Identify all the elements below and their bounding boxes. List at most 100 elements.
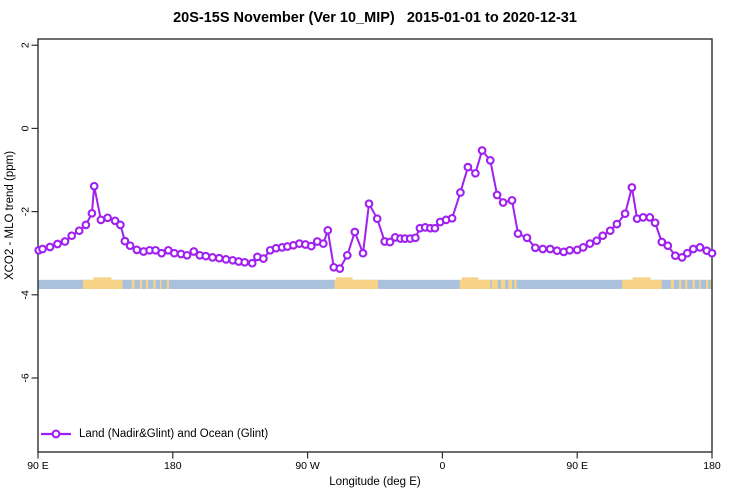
data-point — [110, 216, 120, 226]
data-point — [605, 226, 615, 236]
data-point — [507, 196, 517, 205]
data-point — [335, 264, 345, 273]
land-patch — [139, 279, 143, 289]
land-patch — [685, 279, 688, 289]
data-point — [498, 198, 508, 207]
land-patch — [153, 279, 156, 289]
data-point — [650, 218, 660, 228]
y-tick-label: -2 — [20, 207, 32, 216]
data-point — [74, 226, 84, 236]
y-tick-label: 0 — [20, 125, 32, 131]
data-point — [318, 239, 328, 248]
data-point — [372, 214, 382, 224]
data-point — [89, 181, 99, 191]
data-point — [350, 227, 360, 237]
x-tick-label: 90 E — [566, 460, 588, 472]
data-point — [132, 245, 142, 255]
land-patch-bump — [93, 277, 112, 280]
land-patch-bump — [632, 277, 651, 280]
data-point — [645, 213, 655, 222]
land-patch — [145, 279, 149, 289]
y-tick-label: -4 — [20, 290, 32, 299]
x-tick-label: 90 E — [27, 460, 49, 472]
land-patch — [699, 279, 701, 289]
y-axis-label: XCO2 - MLO trend (ppm) — [4, 150, 16, 281]
land-patch — [459, 279, 491, 289]
data-point — [169, 248, 179, 258]
data-point — [103, 213, 112, 223]
data-point — [670, 251, 680, 261]
land-patch-bump — [336, 277, 353, 280]
data-point — [463, 162, 473, 172]
y-tick-label: -6 — [20, 373, 32, 382]
data-point — [201, 251, 211, 261]
data-point — [688, 244, 698, 254]
data-point — [60, 237, 70, 246]
data-point — [545, 244, 555, 254]
data-point — [96, 215, 106, 225]
data-point — [638, 213, 648, 222]
data-point — [522, 233, 532, 243]
land-patch — [679, 279, 682, 289]
data-point — [657, 237, 667, 247]
data-point — [385, 237, 395, 247]
data-point — [116, 220, 125, 230]
x-tick-label: 90 W — [295, 460, 320, 472]
data-point — [358, 248, 368, 258]
data-point — [323, 225, 333, 235]
data-point — [364, 199, 374, 209]
land-patch — [670, 279, 674, 289]
data-point — [707, 248, 717, 258]
data-point — [157, 248, 166, 258]
data-point — [45, 242, 55, 252]
data-point — [682, 248, 692, 258]
data-point — [447, 213, 457, 223]
data-point — [485, 156, 495, 165]
land-patch — [491, 279, 498, 289]
data-point — [592, 236, 602, 246]
data-point — [81, 220, 91, 230]
data-point — [530, 243, 540, 253]
data-point — [430, 223, 440, 233]
land-patch — [514, 279, 517, 289]
data-point — [120, 236, 130, 246]
data-point — [38, 244, 47, 254]
land-patch-bump — [461, 277, 479, 280]
land-patch — [82, 279, 123, 289]
legend-line-marker-icon — [41, 429, 71, 439]
data-point — [492, 190, 502, 200]
data-point — [477, 146, 487, 155]
y-tick-label: 2 — [20, 42, 32, 48]
data-point — [240, 257, 250, 267]
legend: Land (Nadir&Glint) and Ocean (Glint) — [40, 428, 268, 440]
data-point — [182, 250, 192, 260]
data-point — [306, 241, 316, 251]
land-patch — [166, 279, 170, 289]
land-patch — [692, 279, 695, 289]
data-point — [612, 219, 622, 229]
chart-title: 20S-15S November (Ver 10_MIP) 2015-01-01… — [173, 10, 577, 26]
land-patch — [334, 279, 378, 289]
data-point — [456, 188, 465, 197]
data-point — [677, 253, 687, 262]
land-patch — [131, 279, 135, 289]
x-tick-label: 180 — [703, 460, 721, 472]
land-patch — [706, 279, 709, 289]
data-point — [471, 168, 480, 178]
x-tick-label: 180 — [164, 460, 182, 472]
data-point — [259, 254, 268, 263]
data-point — [620, 209, 630, 219]
legend-label: Land (Nadir&Glint) and Ocean (Glint) — [79, 428, 269, 440]
data-point — [189, 247, 199, 256]
data-point — [585, 239, 595, 248]
data-point — [53, 239, 62, 249]
plot-border — [37, 38, 713, 453]
data-point — [627, 183, 637, 192]
data-point — [598, 231, 608, 241]
data-point — [513, 229, 523, 238]
data-point — [565, 245, 575, 255]
data-point — [552, 246, 562, 256]
data-point — [87, 208, 97, 218]
land-patch — [622, 279, 662, 289]
